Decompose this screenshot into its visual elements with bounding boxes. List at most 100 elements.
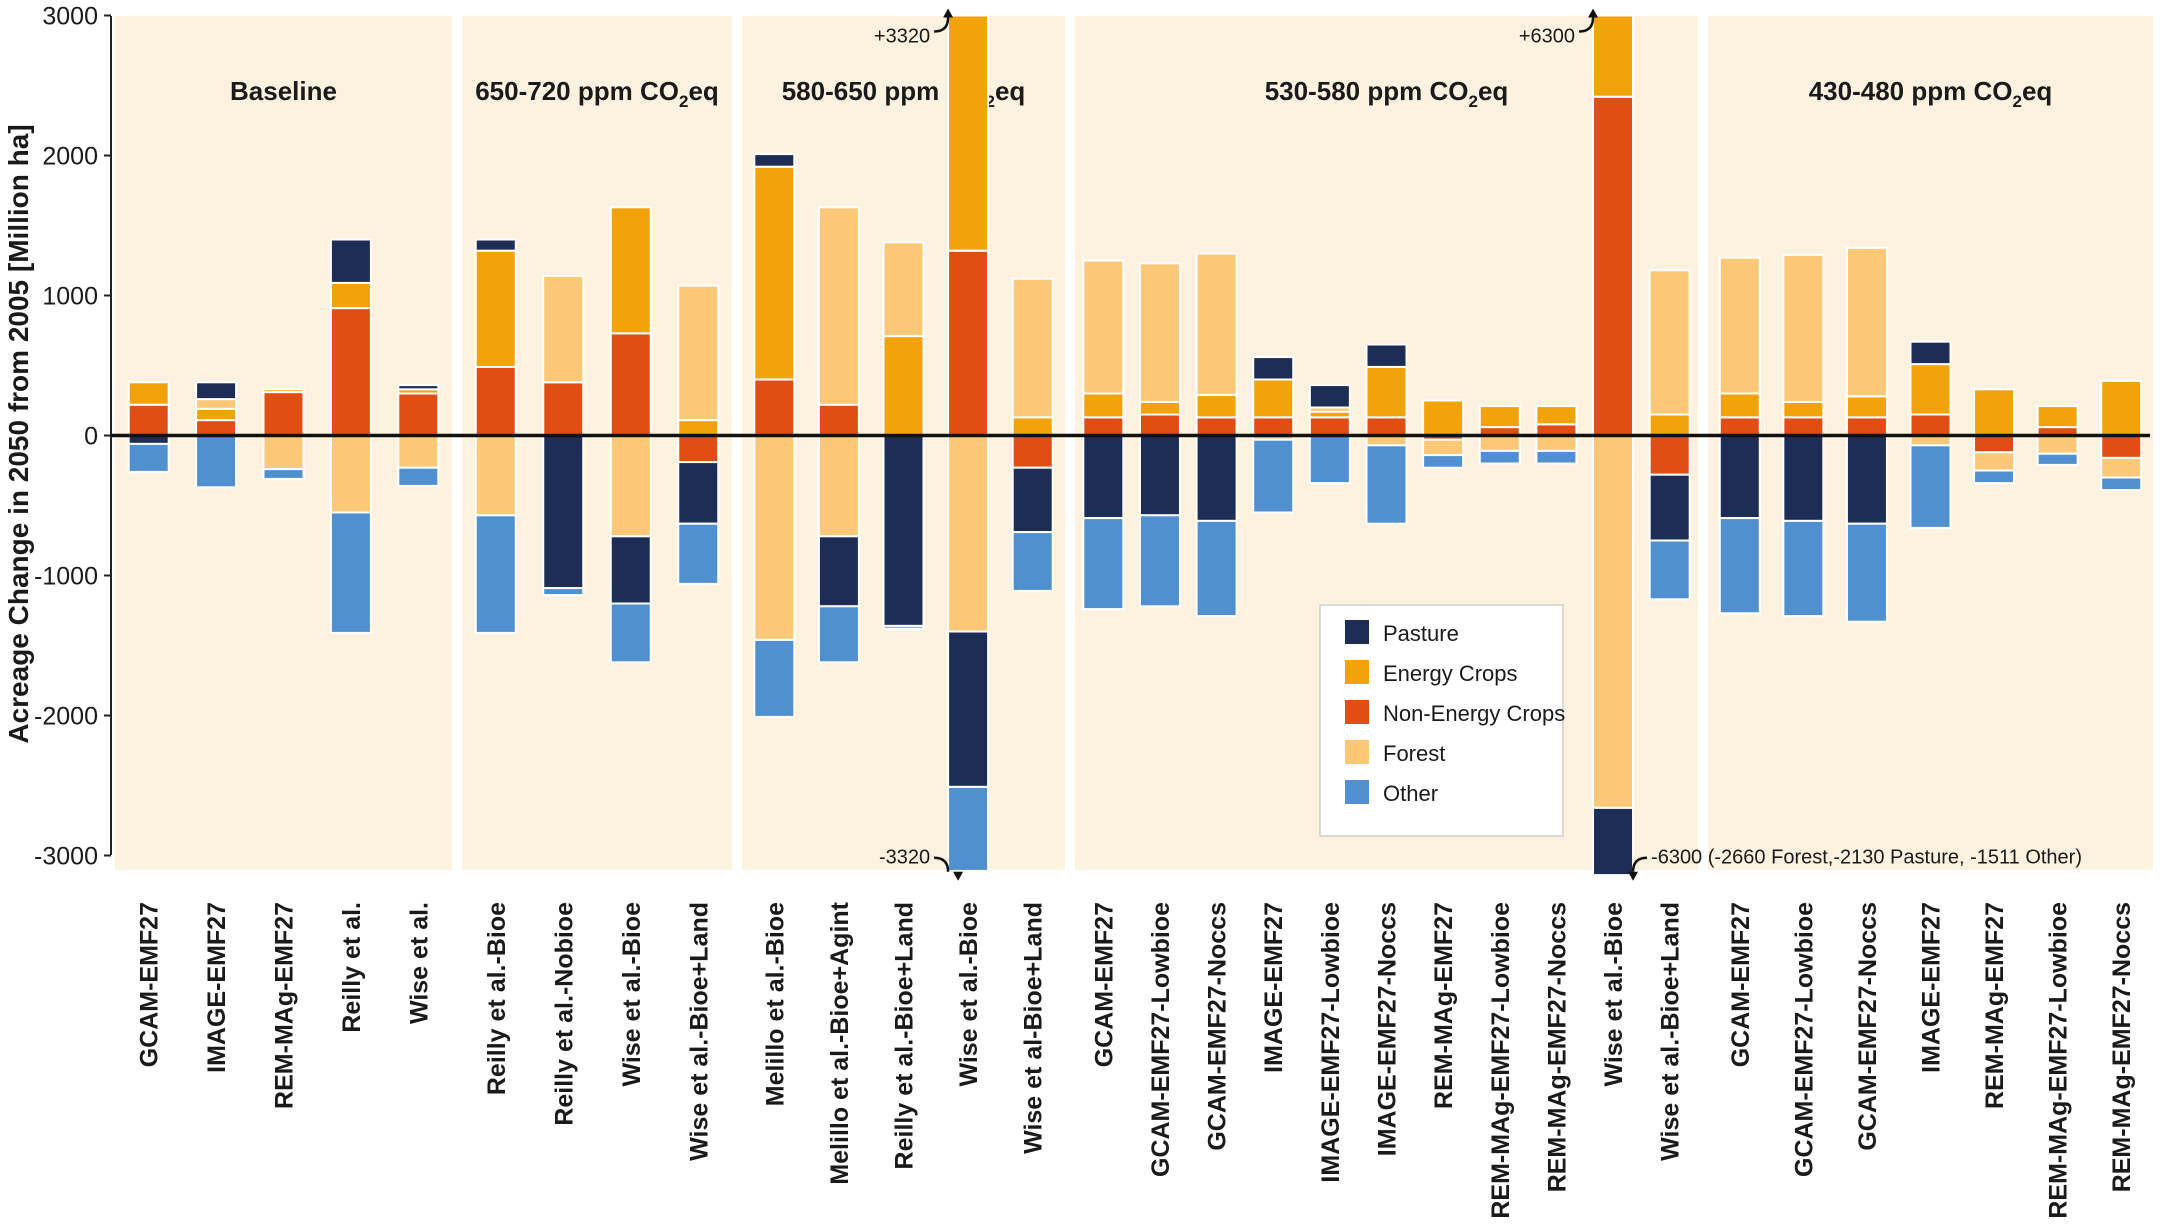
y-tick-label: -3000: [34, 843, 98, 871]
legend-label: Pasture: [1383, 621, 1459, 646]
legend-swatch-energy-crops: [1345, 660, 1369, 684]
bar-segment-non-energy-crops: [474, 365, 517, 437]
bar-segment-energy-crops: [1909, 363, 1952, 416]
bar-segment-other: [677, 522, 720, 585]
annotation-arrowhead: [1588, 8, 1599, 18]
bar-segment-energy-crops: [1592, 14, 1635, 98]
bar-segment-other: [1718, 517, 1761, 615]
y-tick-label: 1000: [42, 283, 98, 311]
bar-segment-other: [1252, 438, 1295, 514]
category-label: GCAM-EMF27: [136, 902, 164, 1067]
bar-segment-other: [195, 434, 238, 489]
annotation-arrowhead: [953, 871, 964, 881]
category-labels: GCAM-EMF27 IMAGE-EMF27 REM-MAg-EMF27 Reilly…: [136, 901, 2137, 1218]
y-tick-label: 3000: [42, 3, 98, 31]
bar-segment-energy-crops: [195, 407, 238, 422]
bar-segment-non-energy-crops: [1909, 413, 1952, 437]
bar-segment-pasture: [1138, 434, 1181, 517]
bar-segment-energy-crops: [1011, 416, 1054, 437]
bar-segment-forest: [2036, 434, 2079, 455]
bar-segment-other: [1422, 454, 1465, 469]
bar-segment-forest: [1138, 262, 1181, 403]
bar-stack-wise-et-al-bioe-land: [1648, 269, 1691, 601]
bar-segment-forest: [1535, 434, 1578, 452]
bar-stack-gcam-emf27-noccs: [1845, 246, 1888, 623]
category-label: Reilly et al.-Nobioe: [550, 902, 578, 1126]
bar-segment-non-energy-crops: [1648, 434, 1691, 476]
bar-segment-non-energy-crops: [1011, 434, 1054, 469]
bar-stack-reilly-et-al-bioe-land: [882, 241, 925, 630]
category-label: IMAGE-EMF27: [203, 902, 231, 1073]
legend-label: Non-Energy Crops: [1383, 701, 1565, 726]
panel-title: 530-580 ppm CO2eq: [1265, 76, 1509, 111]
bar-stack-melillo-et-al-bioe: [753, 153, 796, 718]
annotation-label: -6300 (-2660 Forest,-2130 Pasture, -1511…: [1651, 847, 2082, 869]
category-label: REM-MAg-EMF27-Lowbioe: [2045, 902, 2073, 1219]
annotation-arrow: [1631, 856, 1648, 872]
bar-stack-rem-mag-emf27-lowbioe: [2036, 405, 2079, 466]
panel-title: 650-720 ppm CO2eq: [475, 76, 719, 111]
bar-segment-forest: [2100, 456, 2143, 479]
category-label: GCAM-EMF27-Noccs: [1204, 902, 1232, 1151]
bar-segment-pasture: [817, 535, 860, 608]
bar-segment-non-energy-crops: [397, 392, 440, 437]
bar-segment-non-energy-crops: [817, 403, 860, 437]
y-tick-label: -1000: [34, 563, 98, 591]
bar-segment-forest: [817, 434, 860, 538]
bar-segment-energy-crops: [609, 206, 652, 335]
bar-segment-forest: [1648, 269, 1691, 416]
bar-segment-non-energy-crops: [1252, 416, 1295, 437]
bar-segment-other: [397, 466, 440, 487]
category-label: Reilly et al.: [338, 902, 366, 1033]
bar-stack-gcam-emf27-noccs: [1195, 252, 1238, 618]
bar-segment-energy-crops: [474, 249, 517, 368]
bar-stack-rem-mag-emf27: [1422, 399, 1465, 469]
bar-segment-energy-crops: [2036, 405, 2079, 429]
bar-segment-non-energy-crops: [195, 419, 238, 437]
legend-label: Other: [1383, 781, 1438, 806]
bar-segment-non-energy-crops: [947, 249, 990, 437]
bar-segment-energy-crops: [1422, 399, 1465, 437]
bar-segment-forest: [1422, 438, 1465, 457]
bar-segment-energy-crops: [329, 281, 372, 310]
legend: Pasture Energy Crops Non-Energy Crops Fores…: [1319, 604, 1565, 837]
bar-segment-non-energy-crops: [1138, 413, 1181, 437]
bar-segment-other: [1535, 449, 1578, 465]
annotation-arrow: [1578, 17, 1595, 33]
panel-title: 430-480 ppm CO2eq: [1809, 76, 2053, 111]
bar-segment-energy-crops: [1365, 365, 1408, 419]
bar-segment-energy-crops: [1478, 405, 1521, 429]
bar-segment-energy-crops: [1082, 392, 1125, 419]
overflow-annotation: -3320: [879, 847, 964, 881]
y-tick-label: 2000: [42, 143, 98, 171]
bar-segment-energy-crops: [1252, 378, 1295, 419]
bar-segment-other: [329, 511, 372, 634]
bar-segment-pasture: [1195, 434, 1238, 522]
bar-segment-forest: [753, 434, 796, 641]
category-label: Reilly et al.-Bioe+Land: [891, 902, 919, 1169]
bar-segment-pasture: [1648, 473, 1691, 542]
bar-segment-forest: [329, 434, 372, 514]
bar-segment-non-energy-crops: [753, 378, 796, 437]
bar-segment-forest: [397, 434, 440, 469]
category-label: GCAM-EMF27: [1090, 902, 1118, 1067]
category-label: REM-MAg-EMF27-Noccs: [2108, 902, 2136, 1192]
bar-stack-rem-mag-emf27-noccs: [2100, 379, 2143, 492]
bar-segment-other: [753, 638, 796, 718]
bar-segment-forest: [1195, 252, 1238, 396]
bar-segment-energy-crops: [1782, 400, 1825, 419]
bar-segment-non-energy-crops: [1718, 416, 1761, 437]
category-label: Wise et al.: [405, 902, 433, 1024]
category-label: GCAM-EMF27: [1727, 902, 1755, 1067]
bar-segment-pasture: [1845, 434, 1888, 525]
bar-segment-other: [817, 605, 860, 664]
bar-segment-other: [1011, 531, 1054, 592]
bar-segment-other: [1909, 444, 1952, 529]
bar-segment-non-energy-crops: [127, 403, 170, 437]
bar-stack-gcam-emf27-lowbioe: [1782, 253, 1825, 618]
panel-titles: Baseline 650-720 ppm CO2eq 580-650 ppm CO2…: [230, 76, 2052, 111]
category-label: Wise et al-Bioe+Land: [1020, 902, 1048, 1154]
bar-stack-reilly-et-al-nobioe: [542, 274, 585, 597]
bar-segment-energy-crops: [1648, 413, 1691, 437]
category-label: Melillo et al.-Bioe: [761, 902, 789, 1106]
